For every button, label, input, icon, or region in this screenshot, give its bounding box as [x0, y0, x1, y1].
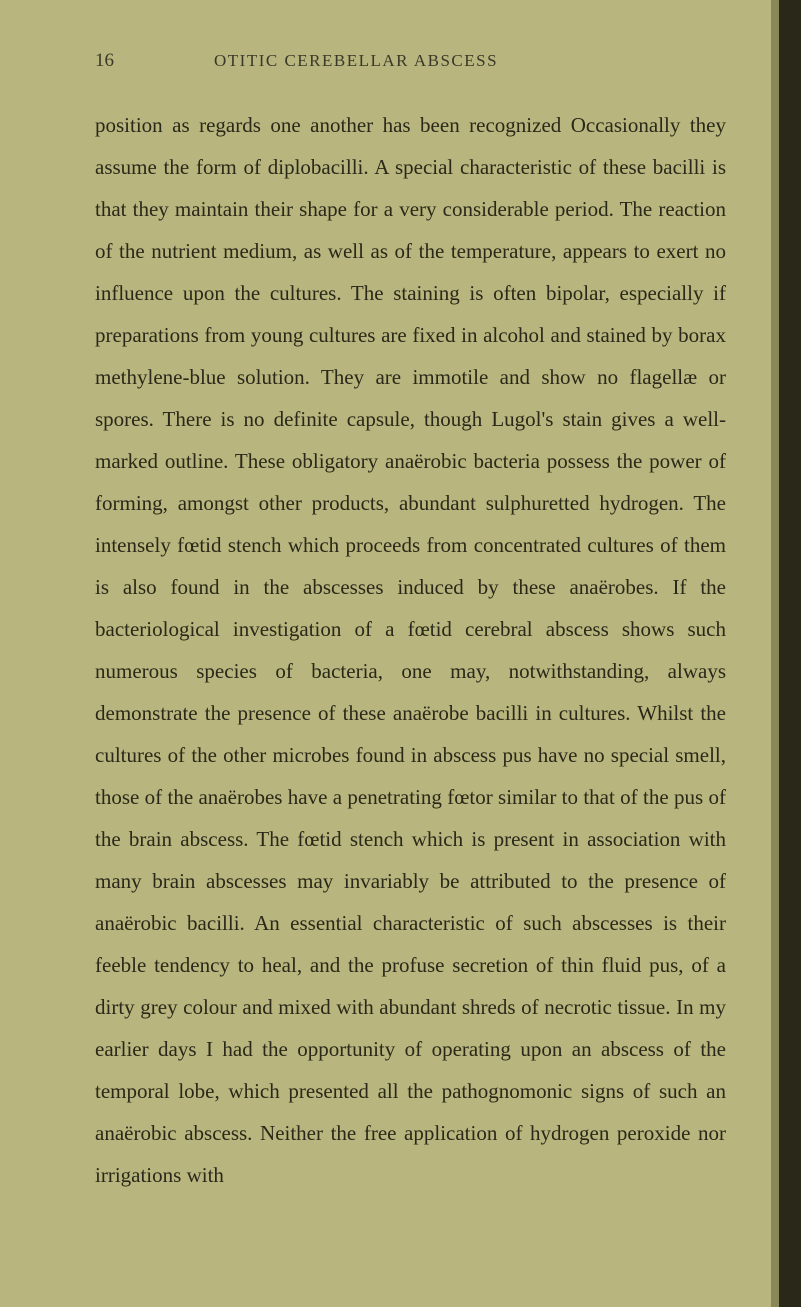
- page-number: 16: [95, 50, 114, 72]
- page-edge-shadow: [771, 0, 779, 1307]
- body-text: position as regards one another has been…: [95, 104, 726, 1196]
- chapter-title: OTITIC CEREBELLAR ABSCESS: [214, 51, 498, 71]
- page-header: 16 OTITIC CEREBELLAR ABSCESS: [95, 50, 726, 72]
- page-edge: [779, 0, 801, 1307]
